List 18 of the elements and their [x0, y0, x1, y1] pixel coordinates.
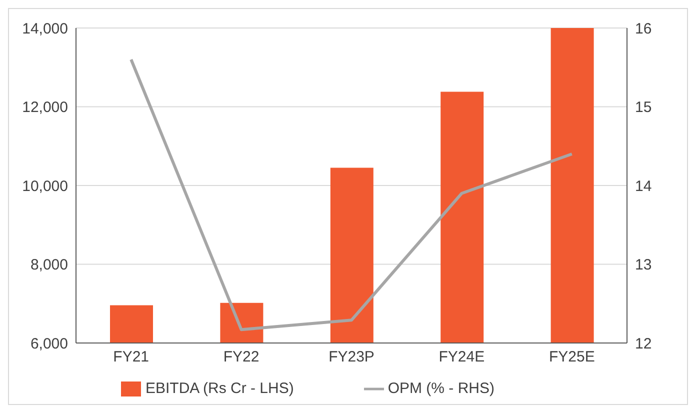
x-tick-label: FY25E	[548, 348, 595, 366]
y-tick-label: 12,000	[22, 99, 68, 116]
y-tick-label: 8,000	[30, 256, 68, 274]
x-tick-label: FY23P	[328, 348, 374, 366]
x-tick-label: FY24E	[438, 348, 485, 366]
y2-tick-label: 16	[635, 20, 652, 38]
legend-label: EBITDA (Rs Cr - LHS)	[145, 380, 294, 397]
line-series	[130, 58, 574, 332]
y-tick-label: 10,000	[22, 178, 68, 195]
y2-tick-label: 13	[635, 256, 652, 274]
y2-tick-label: 12	[635, 335, 652, 352]
x-tick-label: FY22	[223, 348, 260, 366]
x-tick-label: FY21	[113, 348, 150, 366]
y2-tick-label: 15	[635, 99, 652, 116]
y-tick-label: 14,000	[22, 20, 68, 38]
legend-label: OPM (% - RHS)	[388, 380, 495, 397]
y2-tick-label: 14	[635, 178, 652, 195]
y-tick-label: 6,000	[30, 335, 68, 352]
